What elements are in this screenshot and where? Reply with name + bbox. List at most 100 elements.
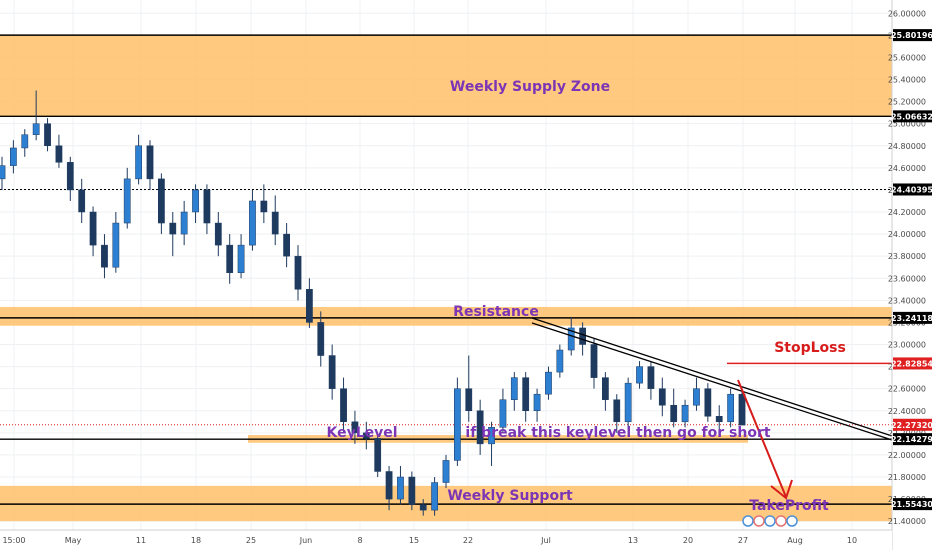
time-axis-bg (0, 530, 892, 550)
resistance-label: Resistance (453, 304, 539, 320)
candle-body (44, 123, 51, 146)
time-ticks: 15:00 May 11 18 25 Jun 8 15 22 Jul 13 20 27 Aug 10 (2, 536, 857, 545)
price-tick-label: 23.00000 (888, 341, 926, 350)
supply-zone-label: Weekly Supply Zone (450, 79, 610, 95)
candle-body (192, 189, 199, 213)
candle-body (89, 211, 97, 246)
candle-body (499, 399, 507, 428)
candle-body (10, 147, 17, 166)
candle-body (374, 438, 382, 472)
time-tick-label: May (65, 536, 82, 545)
candle-body (454, 388, 461, 461)
price-tick-label: 22.40000 (888, 407, 926, 416)
price-labels: 25.80196 25.06632 24.40395 23.24118 22.82854… (891, 29, 932, 511)
candle-body (294, 255, 302, 290)
candle-body (658, 388, 666, 406)
time-tick-label: 15:00 (2, 536, 25, 545)
candle-body (146, 145, 154, 180)
candle-body (624, 382, 632, 423)
support-zone-label: Weekly Support (447, 488, 573, 504)
price-label-text: 22.14279 (891, 435, 932, 444)
price-label-bg (893, 183, 932, 196)
candle-body (681, 404, 689, 423)
price-tick-label: 23.80000 (888, 252, 926, 261)
candle-body (533, 393, 541, 411)
candle-body (158, 178, 165, 224)
price-label-text: 24.40395 (891, 185, 932, 194)
candle-body (670, 404, 678, 423)
candle-body (123, 178, 131, 224)
price-label-text: 25.06632 (891, 112, 932, 121)
candle-body (465, 388, 473, 411)
stoploss-label: StopLoss (774, 340, 846, 356)
price-tick-label: 21.40000 (888, 517, 926, 526)
candle-body (567, 327, 575, 351)
candle-body (636, 366, 643, 384)
price-tick-label: 25.60000 (888, 53, 926, 62)
candle-body (55, 145, 63, 163)
candle-body (112, 222, 120, 268)
candle-body (283, 233, 290, 257)
candle-body (260, 200, 268, 213)
time-tick-label: 15 (409, 536, 419, 545)
price-tick-label: 25.20000 (888, 98, 926, 107)
time-tick-label: 18 (191, 536, 201, 545)
event-icon (764, 515, 776, 527)
candle-body (397, 476, 404, 500)
candle-body (738, 393, 746, 426)
price-label-bg (893, 357, 932, 370)
event-icon (775, 515, 787, 527)
time-tick-label: 22 (463, 536, 473, 545)
candle-body (271, 211, 279, 235)
zone-weekly-supply-zone (0, 35, 892, 117)
candle-body (226, 244, 234, 273)
price-tick-label: 24.80000 (888, 142, 926, 151)
candle-body (328, 355, 336, 389)
price-tick-label: 24.20000 (888, 208, 926, 217)
price-tick-label: 25.00000 (888, 120, 926, 129)
candle-body (408, 476, 416, 505)
keylevel-label: KeyLevel (326, 425, 397, 441)
trend-line-lower (531, 322, 893, 441)
candle-body (442, 460, 450, 483)
price-axis[interactable] (891, 0, 932, 550)
price-label-text: 22.82854 (891, 359, 932, 368)
candles (0, 90, 746, 516)
price-label-bg (893, 498, 932, 511)
candle-body (214, 222, 222, 246)
price-axis-bg (892, 0, 932, 550)
candle-body (602, 377, 609, 400)
candle-body (647, 366, 655, 389)
candle-body (579, 327, 586, 345)
time-tick-label: 20 (683, 536, 693, 545)
candle-body (545, 371, 552, 395)
price-label-bg (893, 110, 932, 123)
time-axis[interactable] (0, 529, 892, 550)
price-label-bg (893, 418, 932, 431)
candle-body (488, 427, 495, 445)
candle-body (317, 322, 325, 356)
candle-body (135, 145, 142, 180)
candle-body (419, 504, 427, 511)
price-tick-label: 24.00000 (888, 230, 926, 239)
candle-body (340, 388, 347, 423)
candle-body (180, 211, 188, 235)
candle-body (704, 388, 712, 417)
candle-body (66, 162, 74, 191)
event-icon (742, 515, 754, 527)
candle-body (385, 471, 393, 500)
takeprofit-label: TakeProfit (749, 498, 829, 514)
time-tick-label: 25 (246, 536, 256, 545)
candle-body (510, 377, 518, 400)
candle-body (101, 244, 108, 268)
price-label-text: 25.80196 (891, 31, 932, 40)
candle-body (362, 432, 370, 439)
candle-body (476, 410, 484, 445)
price-tick-label: 22.60000 (888, 385, 926, 394)
price-label-text: 22.27320 (891, 421, 932, 430)
candle-body (21, 134, 29, 149)
candle-body (306, 289, 313, 323)
trend-line-upper (531, 317, 893, 437)
time-tick-label: 10 (847, 536, 857, 545)
